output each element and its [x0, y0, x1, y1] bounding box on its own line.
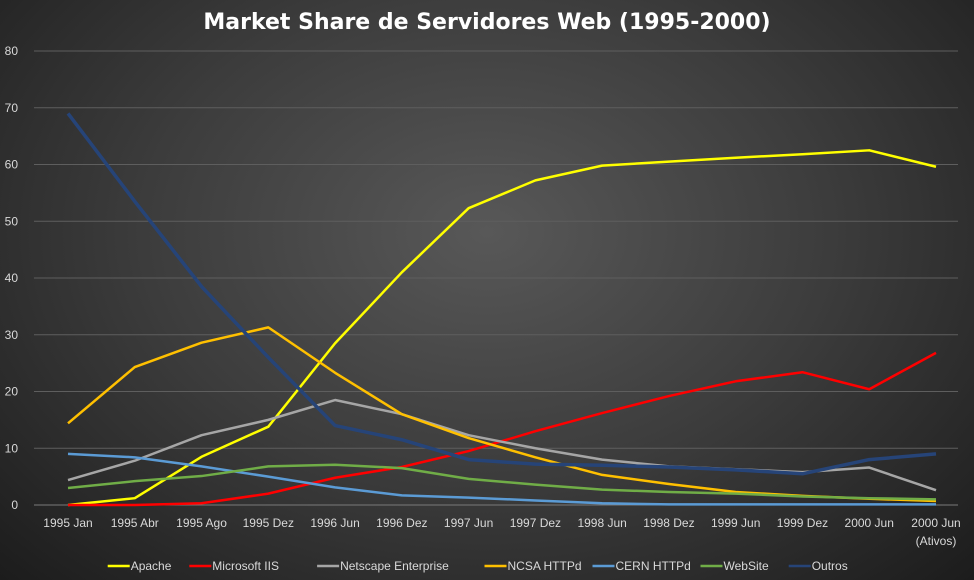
x-tick-label: 1998 Dez	[643, 516, 694, 530]
legend-label: CERN HTTPd	[616, 559, 691, 573]
x-tick-label: 1998 Jun	[577, 516, 626, 530]
y-tick-label: 50	[5, 214, 19, 228]
y-tick-label: 30	[5, 328, 19, 342]
x-tick-label: 1996 Dez	[376, 516, 427, 530]
series-line-cern-httpd	[67, 452, 936, 506]
y-tick-label: 60	[5, 158, 19, 172]
x-tick-label: 2000 Jun (Ativos)	[911, 516, 960, 548]
series-line-apache	[67, 149, 937, 507]
x-tick-label: 1997 Dez	[510, 516, 561, 530]
y-tick-label: 10	[5, 441, 19, 455]
legend-label: Apache	[131, 559, 172, 573]
x-tick-label: 1996 Jun	[310, 516, 359, 530]
legend-label: Outros	[812, 559, 848, 573]
series-line-ncsa-httpd	[67, 326, 937, 503]
legend-label: NCSA HTTPd	[508, 559, 582, 573]
x-tick-label: 1995 Ago	[176, 516, 227, 530]
legend-label: WebSite	[724, 559, 769, 573]
chart-title: Market Share de Servidores Web (1995-200…	[203, 10, 771, 35]
y-tick-label: 20	[5, 385, 19, 399]
y-tick-label: 80	[5, 44, 19, 58]
legend-label: Netscape Enterprise	[340, 559, 449, 573]
x-tick-label: 1995 Dez	[243, 516, 294, 530]
x-tick-label: 1995 Jan	[43, 516, 92, 530]
y-tick-label: 0	[11, 498, 18, 512]
legend-label: Microsoft IIS	[212, 559, 279, 573]
y-tick-label: 70	[5, 101, 19, 115]
x-tick-label: 1995 Abr	[111, 516, 159, 530]
y-tick-label: 40	[5, 271, 19, 285]
x-tick-label: 1999 Jun	[711, 516, 760, 530]
x-tick-label: 1999 Dez	[777, 516, 828, 530]
x-tick-label: 1997 Jun	[444, 516, 493, 530]
series-line-website	[67, 463, 937, 501]
series-line-outros	[66, 112, 937, 476]
x-tick-label: 2000 Jun	[845, 516, 894, 530]
